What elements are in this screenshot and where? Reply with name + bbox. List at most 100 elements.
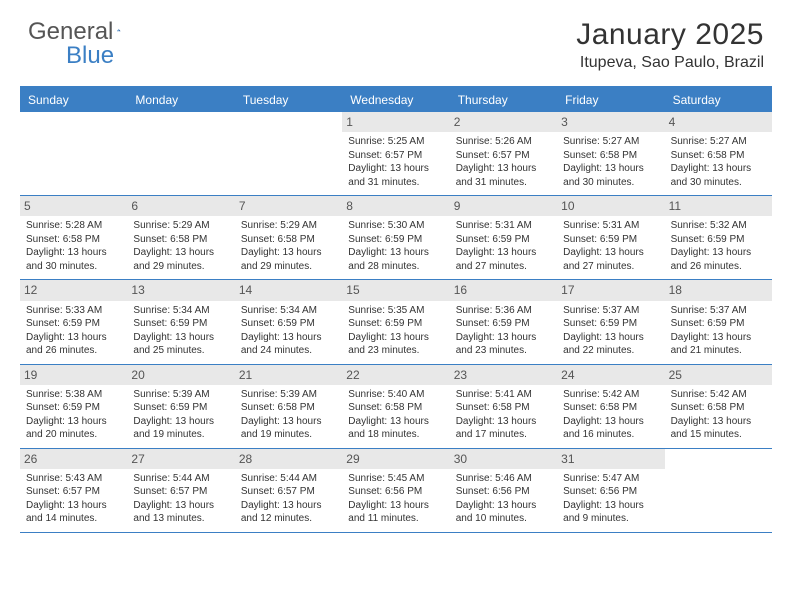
sun-info: Sunrise: 5:42 AM (671, 388, 766, 402)
sun-info: and 30 minutes. (26, 260, 121, 274)
sun-info: Daylight: 13 hours (456, 246, 551, 260)
day-cell: 11Sunrise: 5:32 AMSunset: 6:59 PMDayligh… (665, 196, 772, 279)
day-header: Monday (127, 88, 234, 112)
sun-info: and 12 minutes. (241, 512, 336, 526)
day-cell: 7Sunrise: 5:29 AMSunset: 6:58 PMDaylight… (235, 196, 342, 279)
sun-info: Sunrise: 5:47 AM (563, 472, 658, 486)
sun-info: Sunrise: 5:34 AM (241, 304, 336, 318)
day-number: 7 (235, 196, 342, 216)
sun-info: and 27 minutes. (456, 260, 551, 274)
sun-info: and 9 minutes. (563, 512, 658, 526)
sun-info: Sunset: 6:59 PM (241, 317, 336, 331)
sun-info: and 20 minutes. (26, 428, 121, 442)
sun-info: Sunrise: 5:45 AM (348, 472, 443, 486)
sun-info: Sunset: 6:59 PM (671, 317, 766, 331)
sun-info: Daylight: 13 hours (671, 331, 766, 345)
month-title: January 2025 (576, 18, 764, 52)
sun-info: Daylight: 13 hours (26, 246, 121, 260)
day-cell: 21Sunrise: 5:39 AMSunset: 6:58 PMDayligh… (235, 365, 342, 448)
day-cell: 27 Sunrise: 5:44 AMSunset: 6:57 PMDayligh… (127, 449, 234, 532)
sun-info: Sunrise: 5:26 AM (456, 135, 551, 149)
sun-info: and 22 minutes. (563, 344, 658, 358)
day-number: 31 (557, 449, 664, 469)
day-header: Thursday (450, 88, 557, 112)
sun-info: Sunset: 6:58 PM (671, 401, 766, 415)
sun-info: and 16 minutes. (563, 428, 658, 442)
sun-info: Daylight: 13 hours (241, 415, 336, 429)
sun-info: Sunset: 6:59 PM (348, 317, 443, 331)
day-number: 18 (665, 280, 772, 300)
day-cell: 16Sunrise: 5:36 AMSunset: 6:59 PMDayligh… (450, 280, 557, 363)
sun-info: and 25 minutes. (133, 344, 228, 358)
sun-info: Sunset: 6:58 PM (456, 401, 551, 415)
sun-info: Sunrise: 5:39 AM (241, 388, 336, 402)
sun-info: Sunset: 6:59 PM (26, 317, 121, 331)
sun-info: Sunrise: 5:27 AM (563, 135, 658, 149)
empty-cell (127, 112, 234, 195)
sun-info: Sunrise: 5:40 AM (348, 388, 443, 402)
day-header: Tuesday (235, 88, 342, 112)
sun-info: Daylight: 13 hours (348, 499, 443, 513)
sun-info: Daylight: 13 hours (133, 331, 228, 345)
day-number: 19 (20, 365, 127, 385)
sun-info: Daylight: 13 hours (563, 246, 658, 260)
day-number: 5 (20, 196, 127, 216)
day-header: Sunday (20, 88, 127, 112)
sun-info: Daylight: 13 hours (456, 162, 551, 176)
sun-info: and 10 minutes. (456, 512, 551, 526)
sun-info: Sunrise: 5:46 AM (456, 472, 551, 486)
sun-info: Sunrise: 5:31 AM (563, 219, 658, 233)
sun-info: Sunset: 6:58 PM (26, 233, 121, 247)
week-row: 26Sunrise: 5:43 AMSunset: 6:57 PMDayligh… (20, 449, 772, 533)
sun-info: Sunrise: 5:34 AM (133, 304, 228, 318)
sun-info: and 15 minutes. (671, 428, 766, 442)
sun-info: Daylight: 13 hours (241, 499, 336, 513)
day-cell: 31Sunrise: 5:47 AMSunset: 6:56 PMDayligh… (557, 449, 664, 532)
sun-info: Sunrise: 5:29 AM (241, 219, 336, 233)
day-number: 26 (20, 449, 127, 469)
day-cell: 4Sunrise: 5:27 AMSunset: 6:58 PMDaylight… (665, 112, 772, 195)
sun-info: Daylight: 13 hours (456, 331, 551, 345)
sun-info: Sunset: 6:59 PM (133, 317, 228, 331)
day-cell: 3Sunrise: 5:27 AMSunset: 6:58 PMDaylight… (557, 112, 664, 195)
sun-info: Daylight: 13 hours (456, 499, 551, 513)
day-cell: 28Sunrise: 5:44 AMSunset: 6:57 PMDayligh… (235, 449, 342, 532)
sun-info: Sunset: 6:58 PM (348, 401, 443, 415)
sun-info: and 13 minutes. (133, 512, 228, 526)
sun-info: Sunrise: 5:29 AM (133, 219, 228, 233)
empty-cell (235, 112, 342, 195)
logo-text-blue: Blue (66, 42, 114, 70)
day-number: 21 (235, 365, 342, 385)
sun-info: and 23 minutes. (348, 344, 443, 358)
day-cell: 26Sunrise: 5:43 AMSunset: 6:57 PMDayligh… (20, 449, 127, 532)
sun-info: Daylight: 13 hours (133, 499, 228, 513)
day-number: 8 (342, 196, 449, 216)
day-cell: 20Sunrise: 5:39 AMSunset: 6:59 PMDayligh… (127, 365, 234, 448)
sun-info: Sunrise: 5:27 AM (671, 135, 766, 149)
day-number: 20 (127, 365, 234, 385)
week-row: 5Sunrise: 5:28 AMSunset: 6:58 PMDaylight… (20, 196, 772, 280)
day-header: Wednesday (342, 88, 449, 112)
sun-info: Sunrise: 5:33 AM (26, 304, 121, 318)
day-number: 27 (127, 449, 234, 469)
day-cell: 10Sunrise: 5:31 AMSunset: 6:59 PMDayligh… (557, 196, 664, 279)
sun-info: and 18 minutes. (348, 428, 443, 442)
sun-info: Sunset: 6:57 PM (133, 485, 228, 499)
day-cell: 8Sunrise: 5:30 AMSunset: 6:59 PMDaylight… (342, 196, 449, 279)
sun-info: Sunrise: 5:36 AM (456, 304, 551, 318)
logo: General Blue (28, 18, 141, 46)
sun-info: and 27 minutes. (563, 260, 658, 274)
logo-sail-icon (117, 22, 121, 38)
day-cell: 23Sunrise: 5:41 AMSunset: 6:58 PMDayligh… (450, 365, 557, 448)
sun-info: and 26 minutes. (671, 260, 766, 274)
sun-info: Sunrise: 5:35 AM (348, 304, 443, 318)
sun-info: Daylight: 13 hours (671, 415, 766, 429)
sun-info: Sunrise: 5:44 AM (133, 472, 228, 486)
sun-info: and 28 minutes. (348, 260, 443, 274)
day-number: 24 (557, 365, 664, 385)
sun-info: Daylight: 13 hours (241, 331, 336, 345)
sun-info: and 30 minutes. (671, 176, 766, 190)
sun-info: Sunset: 6:59 PM (671, 233, 766, 247)
day-number: 22 (342, 365, 449, 385)
sun-info: Daylight: 13 hours (348, 162, 443, 176)
